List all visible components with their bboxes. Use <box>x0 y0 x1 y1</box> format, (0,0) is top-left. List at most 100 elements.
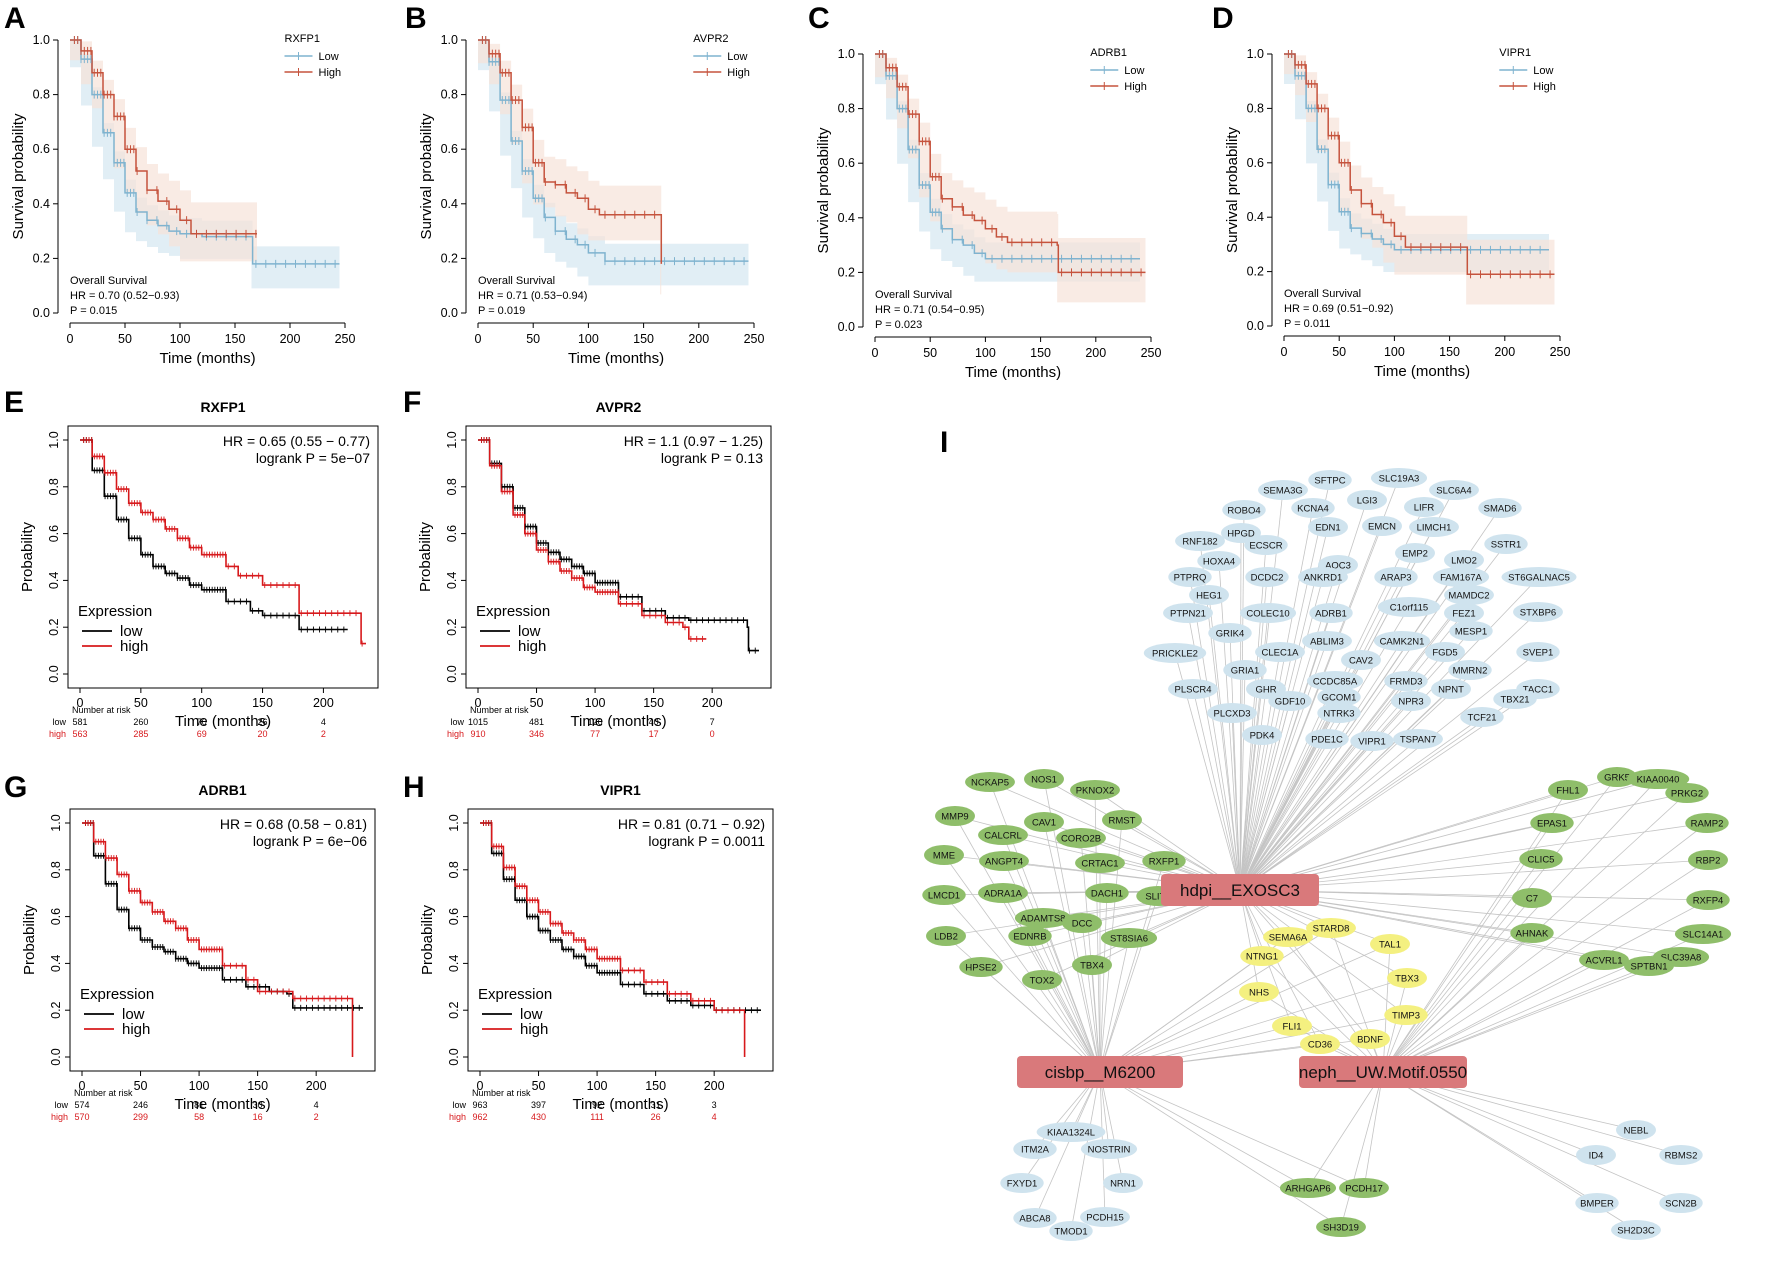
gene-node-shape <box>1268 691 1312 711</box>
network-edge <box>1002 834 1101 1073</box>
x-tick-label: 50 <box>1332 345 1346 359</box>
gene-node: EMP2 <box>1395 543 1435 563</box>
network-edge <box>1042 917 1101 1073</box>
risk-low-count: 92 <box>592 1100 602 1110</box>
gene-node-label: LGI3 <box>1357 496 1378 507</box>
gene-node-label: RXFP1 <box>1149 857 1180 868</box>
hub-node-label: hdpi__EXOSC3 <box>1180 881 1300 900</box>
gene-node-label: NOS1 <box>1031 775 1057 786</box>
legend-low-label: Low <box>1124 65 1144 77</box>
gene-node-shape <box>1022 970 1062 990</box>
network-edge <box>1239 651 1539 891</box>
gene-node-shape <box>1370 468 1428 488</box>
gene-node-label: HPGD <box>1227 529 1255 540</box>
gene-node: EDN1 <box>1308 517 1348 537</box>
gene-node-shape <box>1103 1173 1143 1193</box>
gene-node-label: PTPN21 <box>1170 609 1206 620</box>
risk-high-count: 26 <box>651 1112 661 1122</box>
gene-node: ADRB1 <box>1309 603 1353 623</box>
hub-node-shape <box>1299 1056 1467 1088</box>
gene-node: ARAP3 <box>1374 567 1418 587</box>
gene-node-label: CRTAC1 <box>1081 859 1118 870</box>
gene-node-label: CAV2 <box>1349 656 1373 667</box>
risk-low-count: 260 <box>133 717 148 727</box>
y-tick-label: 0.8 <box>47 478 61 495</box>
gene-node-label: DACH1 <box>1091 889 1123 900</box>
y-tick-label: 1.0 <box>47 431 61 448</box>
y-tick-label: 0.8 <box>49 861 63 878</box>
gene-node-shape <box>1510 923 1554 943</box>
gene-node: TBX4 <box>1072 955 1112 975</box>
gene-node-label: ADAMTS8 <box>1021 914 1066 925</box>
gene-node: RNF182 <box>1175 531 1225 551</box>
network-edge <box>1382 776 1618 1073</box>
x-tick-label: 0 <box>477 1079 484 1093</box>
gene-node: CORO2B <box>1056 828 1106 848</box>
x-tick-label: 0 <box>1281 345 1288 359</box>
gene-node-label: PKNOX2 <box>1076 786 1115 797</box>
km-panel-g: G ADRB1 0.0 0.2 0.4 0.6 0.8 1.0 0 50 100 150 200 Time… <box>4 771 376 1122</box>
hub-node: neph__UW.Motif.0550 <box>1299 1056 1467 1088</box>
x-axis-title: Time (months) <box>175 713 271 730</box>
network-edge <box>1239 680 1407 891</box>
gene-node: FRMD3 <box>1384 671 1428 691</box>
gene-node-shape <box>922 885 966 905</box>
panel-title: AVPR2 <box>596 399 642 415</box>
risk-high-count: 2 <box>321 729 326 739</box>
gene-node-shape <box>1665 783 1709 803</box>
risk-low-count: 126 <box>588 717 603 727</box>
gene-node-shape <box>1279 1178 1337 1198</box>
gene-node: HEG1 <box>1189 585 1229 605</box>
gene-node: FEZ1 <box>1444 603 1484 623</box>
y-tick-label: 1.0 <box>441 33 458 47</box>
network-edge <box>1099 892 1108 1073</box>
gene-node-label: STARD8 <box>1313 924 1350 935</box>
gene-node-label: MMP9 <box>941 812 968 823</box>
gene-node-label: SFTPC <box>1314 476 1345 487</box>
gene-node-shape <box>1404 497 1444 517</box>
gene-node: FAM167A <box>1432 567 1490 587</box>
network-edge <box>1239 698 1516 891</box>
risk-low-count: 963 <box>472 1100 487 1110</box>
gene-node: KIAA1324L <box>1036 1122 1106 1142</box>
gene-node-label: GRK5 <box>1604 773 1630 784</box>
gene-node: NTRK3 <box>1317 703 1361 723</box>
gene-node-label: NRN1 <box>1110 1179 1136 1190</box>
gene-node: LMCD1 <box>922 885 966 905</box>
x-tick-label: 0 <box>872 346 879 360</box>
gene-node-shape <box>1255 642 1305 662</box>
gene-node: PCDH17 <box>1339 1178 1389 1198</box>
legend-gene-title: VIPR1 <box>1499 47 1531 59</box>
risk-low-count: 397 <box>531 1100 546 1110</box>
gene-node-label: MMRN2 <box>1453 666 1488 677</box>
network-edge <box>1034 1071 1101 1219</box>
risk-low-count: 4 <box>314 1100 319 1110</box>
gene-node-label: STXBP6 <box>1520 608 1556 619</box>
gene-node: TBX3 <box>1387 968 1427 988</box>
gene-node-shape <box>1308 517 1348 537</box>
gene-node-shape <box>1222 500 1266 520</box>
gene-node-label: ADRA1A <box>984 889 1023 900</box>
gene-node: ID4 <box>1576 1145 1616 1165</box>
high-ci-band <box>875 54 1146 303</box>
x-tick-label: 200 <box>702 696 723 710</box>
gene-node-shape <box>1163 603 1213 623</box>
gene-node-label: HEG1 <box>1196 591 1222 602</box>
gene-node-shape <box>1317 687 1361 707</box>
gene-node-shape <box>1347 490 1387 510</box>
gene-node-label: LMO2 <box>1451 556 1477 567</box>
x-tick-label: 100 <box>189 1079 210 1093</box>
gene-node: FGD5 <box>1425 642 1465 662</box>
y-tick-label: 1.0 <box>49 814 63 831</box>
gene-node-label: BDNF <box>1357 1035 1383 1046</box>
panel-label: E <box>4 386 24 419</box>
network-edge <box>980 966 1101 1073</box>
gene-node-shape <box>1223 660 1267 680</box>
gene-node: LIFR <box>1404 497 1444 517</box>
x-axis-title: Time (months) <box>1374 363 1470 380</box>
gene-node: DACH1 <box>1085 883 1129 903</box>
gene-node: EMCN <box>1362 516 1402 536</box>
gene-node-label: SEMA3G <box>1263 486 1303 497</box>
legend-title: Expression <box>476 603 550 620</box>
y-tick-label: 0.2 <box>47 618 61 635</box>
